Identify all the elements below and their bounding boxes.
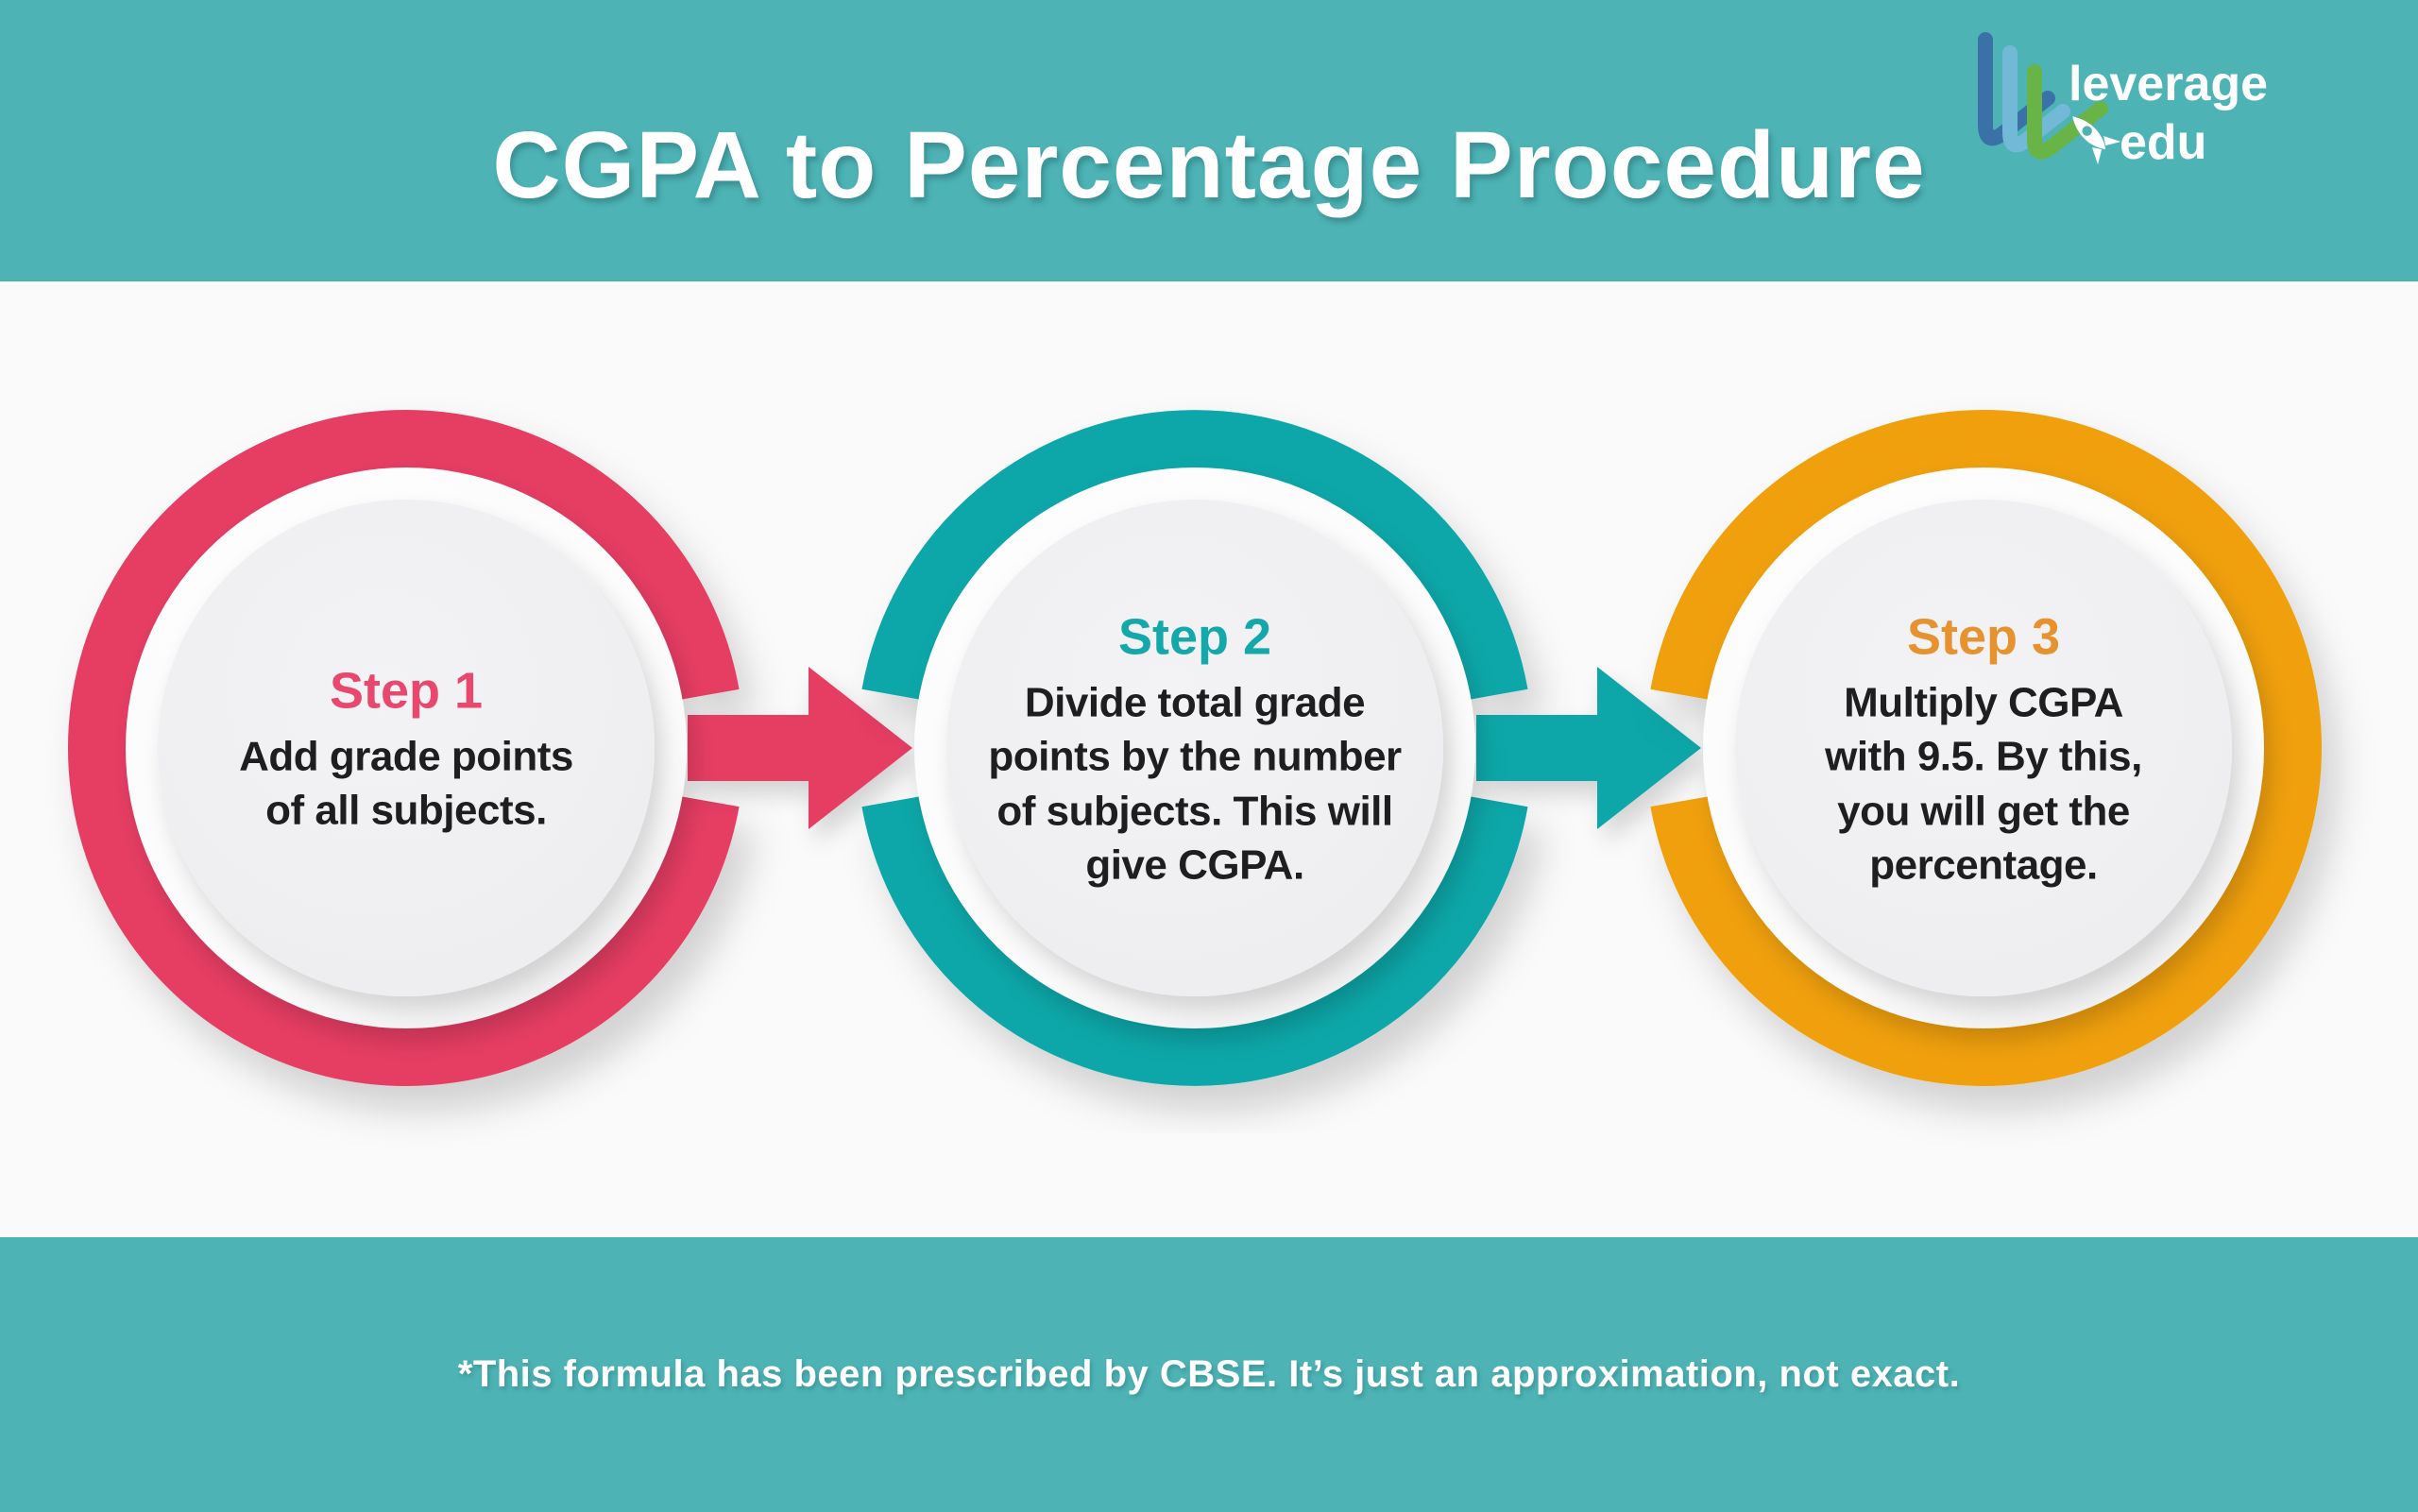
step3-inner-circle (1735, 500, 2232, 996)
arrow-step1-to-step2-icon (688, 667, 912, 829)
step2-title: Step 2 (1117, 608, 1272, 666)
step3-line: you will get the (1837, 788, 2130, 835)
logo-mark-icon (1978, 32, 2108, 160)
logo-text-edu: edu (2120, 115, 2206, 170)
step1-inner-circle (158, 500, 655, 996)
page-title: CGPA to Percentage Procedure (492, 112, 1926, 218)
step2-line: of subjects. This will (996, 788, 1393, 835)
header-band: CGPA to Percentage Procedure leverage ed… (0, 0, 2418, 281)
step3-text: Step 3 Multiply CGPA with 9.5. By this, … (1743, 604, 2224, 892)
step3-line: with 9.5. By this, (1825, 733, 2142, 780)
step3-title: Step 3 (1906, 608, 2061, 666)
step1-text: Step 1 Add grade points of all subjects. (165, 658, 647, 839)
step3-line: Multiply CGPA (1844, 679, 2123, 726)
rocket-icon (2072, 116, 2121, 165)
logo-graphic: leverage edu (1978, 32, 2268, 170)
arrow-step2-to-step3-icon (1476, 667, 1701, 829)
footer-band: *This formula has been prescribed by CBS… (0, 1237, 2418, 1512)
step2-line: give CGPA. (1085, 841, 1304, 889)
step1-circle (68, 410, 912, 1086)
step1-ring (68, 410, 740, 1086)
step1-line: Add grade points (239, 733, 573, 780)
leverage-edu-logo: leverage edu (1970, 28, 2376, 198)
step3-ring (1650, 410, 2322, 1086)
step1-line: of all subjects. (265, 788, 547, 835)
step2-ring-bottom (861, 796, 1528, 1086)
step2-line: points by the number (988, 733, 1402, 780)
logo-text-leverage: leverage (2069, 57, 2268, 111)
step2-line: Divide total grade (1024, 679, 1366, 726)
step2-ring-top (861, 410, 1528, 700)
step2-inner-circle (946, 500, 1443, 996)
step3-line: percentage. (1869, 841, 2098, 889)
step2-text: Step 2 Divide total grade points by the … (954, 604, 1436, 892)
steps-diagram (0, 281, 2418, 1237)
step1-title: Step 1 (329, 662, 484, 720)
step2-circle (861, 410, 1701, 1086)
footer-note: *This formula has been prescribed by CBS… (457, 1353, 1961, 1395)
step3-circle (1650, 410, 2322, 1086)
